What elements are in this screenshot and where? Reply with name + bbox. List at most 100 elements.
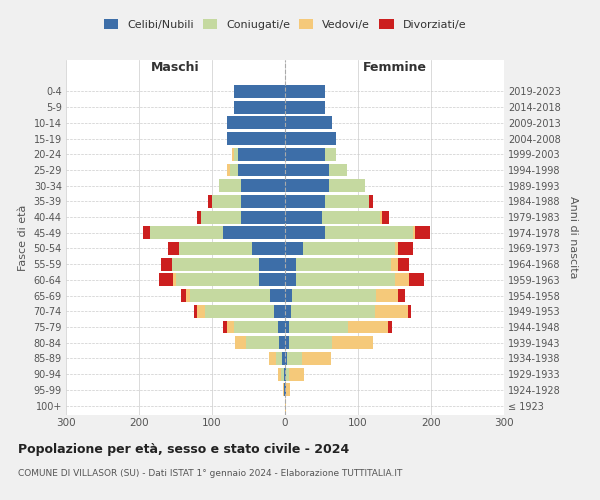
Bar — [168, 242, 179, 255]
Bar — [303, 242, 395, 255]
Bar — [271, 289, 285, 302]
Bar — [285, 399, 286, 412]
Bar — [375, 305, 407, 318]
Bar — [285, 352, 287, 365]
Bar — [285, 289, 292, 302]
Bar — [201, 210, 241, 224]
Bar — [329, 164, 347, 176]
Bar — [296, 258, 391, 270]
Bar — [241, 179, 285, 192]
Bar — [252, 242, 285, 255]
Text: Popolazione per età, sesso e stato civile - 2024: Popolazione per età, sesso e stato civil… — [18, 442, 349, 456]
Bar — [234, 148, 238, 160]
Bar — [230, 164, 238, 176]
Bar — [409, 274, 424, 286]
Bar — [348, 320, 388, 334]
Bar — [179, 242, 252, 255]
Bar — [259, 258, 285, 270]
Bar — [413, 226, 415, 239]
Bar — [283, 384, 284, 396]
Bar — [285, 148, 325, 160]
Bar — [382, 210, 389, 224]
Bar — [278, 320, 285, 334]
Bar — [227, 164, 230, 176]
Bar — [332, 336, 373, 349]
Bar — [159, 274, 173, 286]
Bar — [285, 195, 325, 208]
Bar — [150, 226, 223, 239]
Bar — [285, 210, 322, 224]
Bar — [325, 148, 336, 160]
Bar — [322, 210, 380, 224]
Bar — [285, 164, 329, 176]
Bar — [190, 289, 271, 302]
Bar — [391, 258, 398, 270]
Bar — [329, 179, 365, 192]
Bar — [282, 352, 285, 365]
Bar — [286, 368, 289, 380]
Bar — [220, 179, 241, 192]
Bar — [395, 242, 398, 255]
Bar — [285, 132, 336, 145]
Text: Femmine: Femmine — [362, 62, 427, 74]
Bar — [197, 305, 205, 318]
Bar — [284, 368, 285, 380]
Bar — [398, 258, 409, 270]
Bar — [286, 384, 290, 396]
Bar — [289, 368, 304, 380]
Bar — [415, 226, 430, 239]
Bar — [161, 258, 172, 270]
Bar — [284, 384, 285, 396]
Text: Maschi: Maschi — [151, 62, 200, 74]
Bar — [175, 274, 259, 286]
Y-axis label: Anni di nascita: Anni di nascita — [568, 196, 578, 279]
Bar — [289, 336, 332, 349]
Bar — [292, 289, 376, 302]
Bar — [269, 352, 276, 365]
Bar — [398, 289, 406, 302]
Bar — [234, 85, 285, 98]
Bar — [181, 289, 187, 302]
Bar — [227, 320, 234, 334]
Y-axis label: Fasce di età: Fasce di età — [18, 204, 28, 270]
Bar — [227, 132, 285, 145]
Bar — [223, 320, 227, 334]
Bar — [388, 320, 392, 334]
Bar — [285, 116, 332, 130]
Bar — [285, 368, 286, 380]
Bar — [325, 226, 413, 239]
Bar — [380, 210, 382, 224]
Bar — [369, 195, 373, 208]
Bar — [296, 274, 395, 286]
Bar — [205, 305, 274, 318]
Bar — [234, 320, 278, 334]
Text: COMUNE DI VILLASOR (SU) - Dati ISTAT 1° gennaio 2024 - Elaborazione TUTTITALIA.I: COMUNE DI VILLASOR (SU) - Dati ISTAT 1° … — [18, 468, 403, 477]
Bar — [212, 195, 241, 208]
Bar — [398, 242, 413, 255]
Bar — [227, 116, 285, 130]
Bar — [247, 336, 279, 349]
Bar — [279, 336, 285, 349]
Bar — [187, 289, 190, 302]
Bar — [238, 148, 285, 160]
Bar — [232, 148, 234, 160]
Bar — [287, 352, 302, 365]
Bar — [285, 226, 325, 239]
Bar — [274, 305, 285, 318]
Bar — [395, 274, 409, 286]
Bar — [285, 336, 289, 349]
Bar — [241, 210, 285, 224]
Legend: Celibi/Nubili, Coniugati/e, Vedovi/e, Divorziati/e: Celibi/Nubili, Coniugati/e, Vedovi/e, Di… — [104, 20, 466, 30]
Bar — [235, 336, 247, 349]
Bar — [285, 242, 303, 255]
Bar — [285, 305, 291, 318]
Bar — [194, 305, 197, 318]
Bar — [223, 226, 285, 239]
Bar — [407, 305, 411, 318]
Bar — [285, 100, 325, 114]
Bar — [278, 368, 281, 380]
Bar — [281, 368, 284, 380]
Bar — [241, 195, 285, 208]
Bar — [376, 289, 398, 302]
Bar — [276, 352, 282, 365]
